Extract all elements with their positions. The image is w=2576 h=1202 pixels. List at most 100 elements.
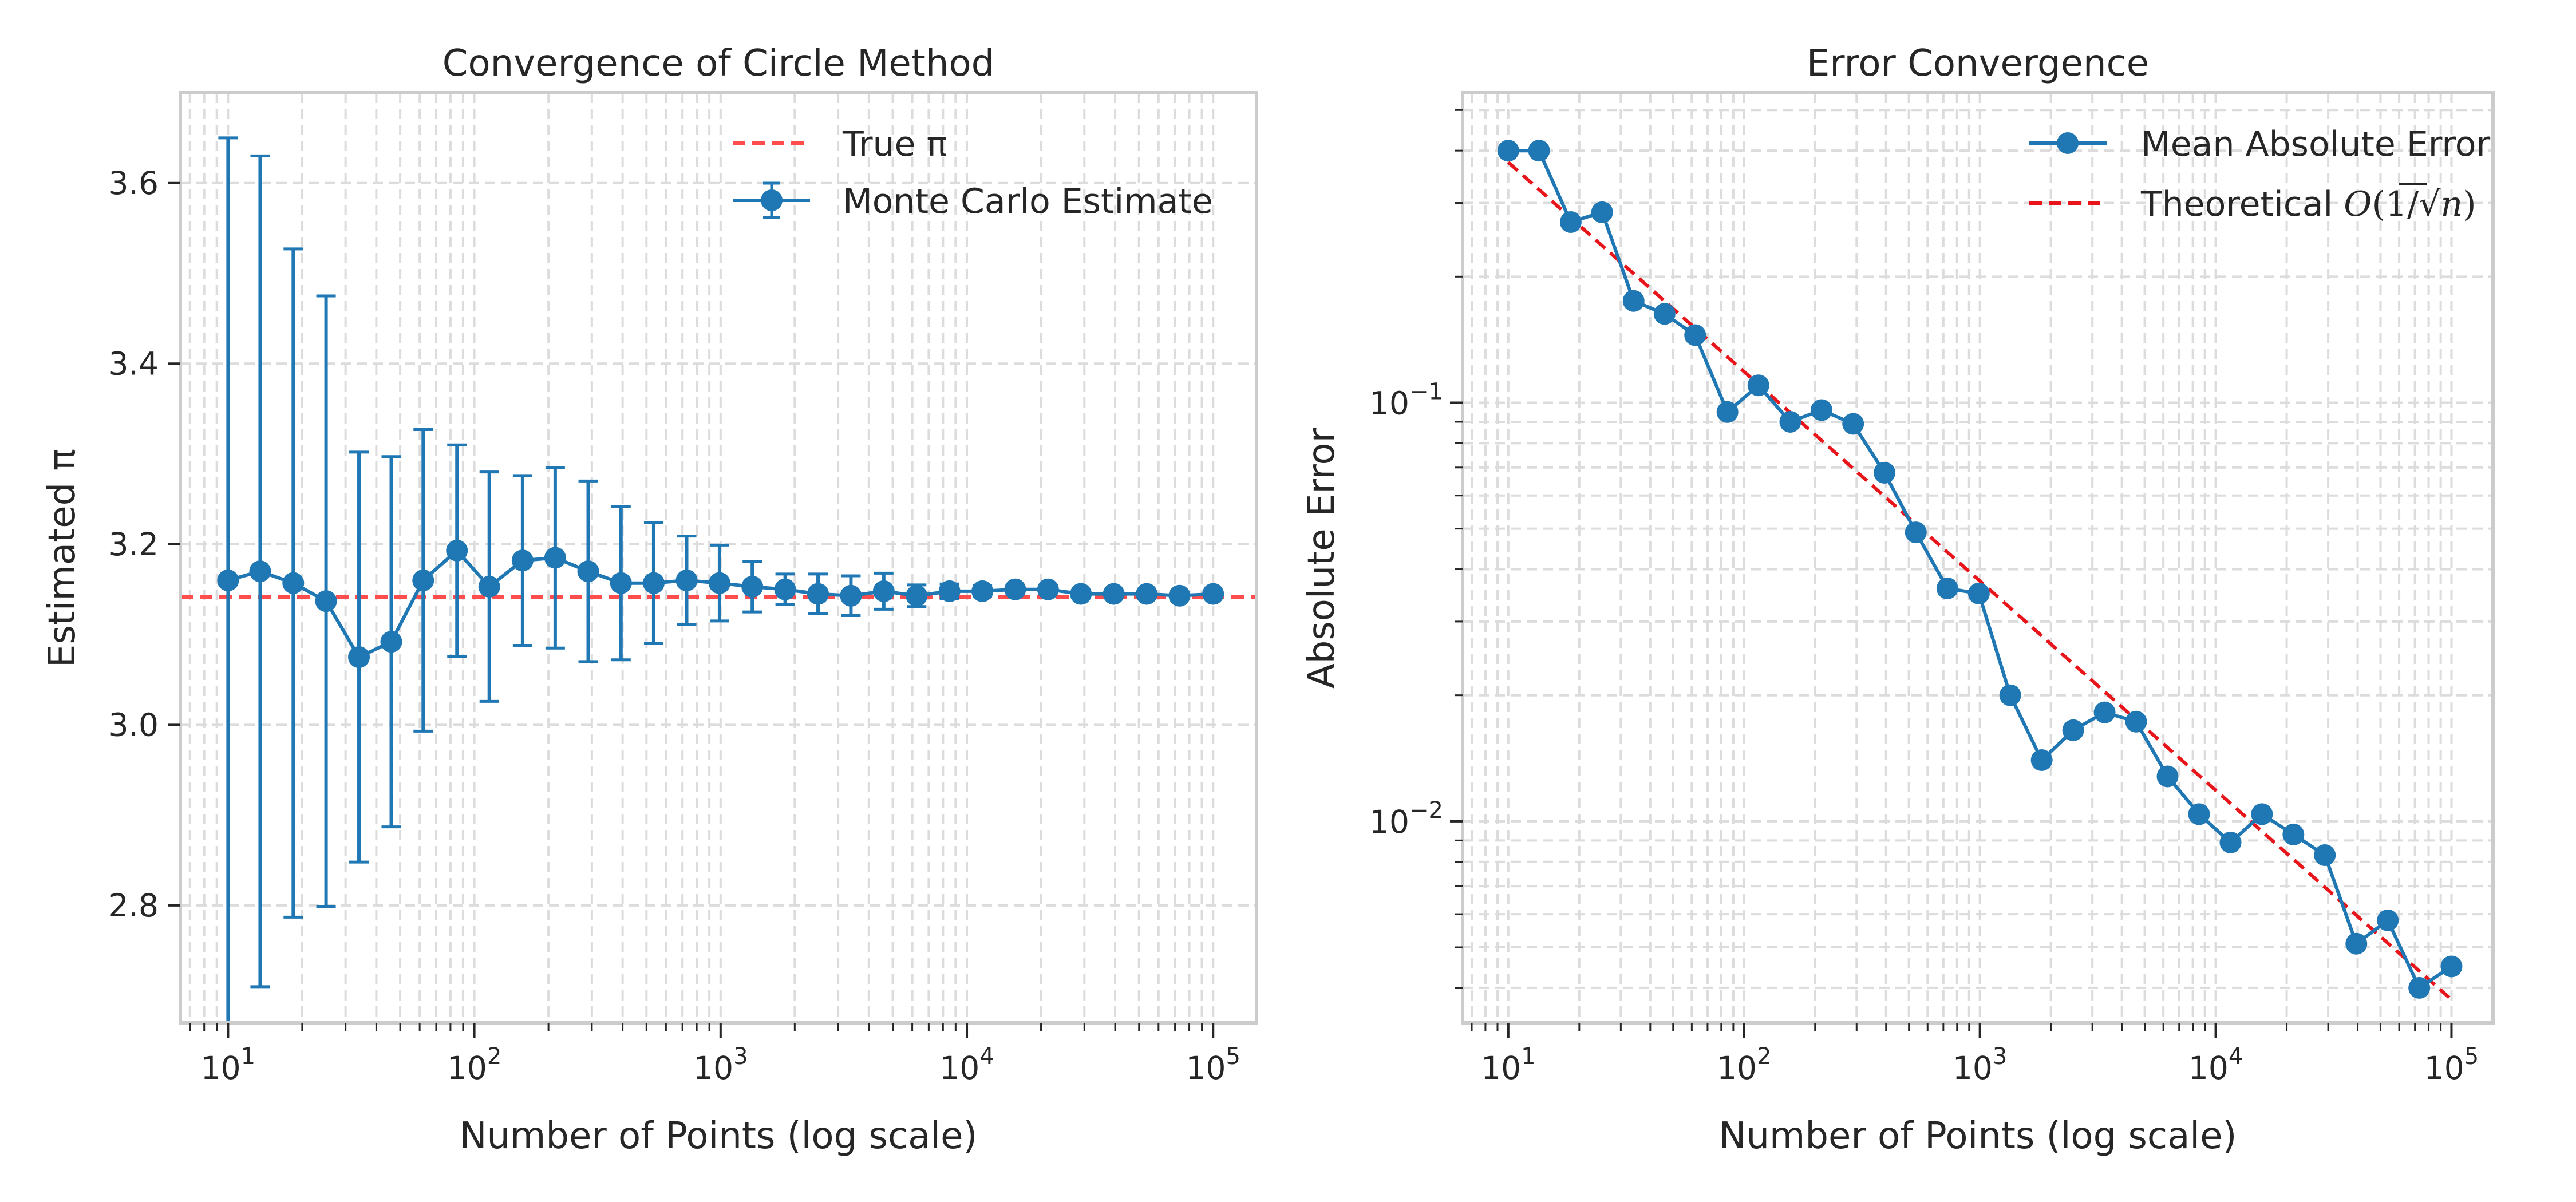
data-point	[1999, 684, 2021, 706]
data-point	[1967, 582, 1990, 604]
data-point	[380, 631, 402, 653]
data-point	[2282, 823, 2305, 845]
data-point	[1037, 578, 1059, 600]
legend-monte-carlo-label: Monte Carlo Estimate	[843, 181, 1213, 222]
data-point	[2030, 749, 2053, 771]
x-tick-label: 101	[1481, 1043, 1535, 1086]
y-tick-label: 2.8	[109, 887, 159, 924]
data-point	[642, 572, 665, 594]
theoretical-line	[1507, 161, 2453, 1001]
x-tick-label: 104	[2188, 1043, 2243, 1086]
data-point	[1716, 401, 1739, 423]
left-x-tick-labels: 101 102 103 104 105	[201, 1043, 1240, 1086]
left-axis-ticks	[168, 181, 1215, 1038]
data-point	[2219, 831, 2242, 853]
data-point	[1004, 578, 1026, 600]
data-point	[2093, 701, 2116, 723]
data-point	[1497, 140, 1519, 162]
data-point	[840, 584, 862, 607]
data-point	[971, 580, 994, 602]
legend-true-pi-label: True π	[842, 124, 947, 164]
left-chart-title: Convergence of Circle Method	[442, 42, 994, 85]
right-axis-ticks	[1450, 109, 2453, 1038]
legend-mae-label: Mean Absolute Error	[2141, 124, 2490, 164]
data-point	[1874, 461, 1896, 484]
data-point	[2408, 976, 2431, 999]
right-x-tick-labels: 101 102 103 104 105	[1481, 1043, 2479, 1086]
left-plot-frame	[179, 91, 1258, 1025]
data-point	[1747, 374, 1769, 397]
data-point	[2251, 803, 2273, 825]
y-tick-label: 10−2	[1369, 797, 1443, 840]
left-data-points	[217, 539, 1224, 669]
data-point	[1811, 399, 1833, 421]
data-point	[544, 547, 566, 569]
data-point	[741, 575, 764, 598]
data-point	[2156, 765, 2179, 788]
right-plot-frame	[1461, 91, 2495, 1025]
y-tick-label: 3.2	[109, 526, 159, 563]
x-tick-label: 102	[1717, 1043, 1771, 1086]
x-tick-label: 105	[1186, 1043, 1240, 1086]
data-point	[511, 549, 534, 572]
data-point	[1905, 521, 1927, 544]
right-data-points	[1497, 140, 2463, 999]
data-point	[1842, 413, 1864, 435]
x-tick-label: 105	[2424, 1043, 2479, 1086]
left-chart-panel: 101 102 103 104 105 2.8 3.0 3.2 3.4 3.6 Converge…	[41, 42, 1258, 1157]
data-point	[1528, 140, 1550, 162]
legend-monte-carlo-swatch	[733, 181, 810, 219]
right-y-tick-labels: 10−2 10−1	[1369, 378, 1443, 840]
data-point	[1936, 577, 1958, 599]
data-point	[446, 539, 468, 562]
data-point	[1779, 410, 1801, 433]
data-point	[2377, 909, 2399, 931]
data-point	[1622, 290, 1645, 312]
legend-theoretical-label: Theoretical O(1/√n)	[2140, 184, 2476, 224]
data-point	[2188, 803, 2210, 825]
data-point	[1202, 583, 1224, 605]
data-point	[1653, 303, 1676, 325]
right-chart-title: Error Convergence	[1807, 42, 2149, 85]
data-point	[1684, 324, 1706, 346]
data-point	[2125, 710, 2147, 733]
data-point	[708, 572, 730, 594]
data-point	[807, 583, 829, 605]
x-tick-label: 101	[201, 1043, 255, 1086]
data-point	[872, 580, 895, 602]
data-point	[2440, 955, 2463, 978]
data-point	[348, 646, 370, 669]
data-point	[1136, 583, 1158, 605]
legend-mae-swatch	[2029, 132, 2107, 154]
left-y-axis-label: Estimated π	[41, 449, 84, 667]
data-point	[1070, 583, 1092, 605]
data-point	[1168, 584, 1191, 607]
right-legend: Mean Absolute Error Theoretical O(1/√n)	[2029, 124, 2490, 224]
right-theoretical-line	[1507, 161, 2453, 1001]
data-point	[412, 569, 434, 591]
data-point	[282, 572, 305, 594]
x-tick-label: 103	[1953, 1043, 2007, 1086]
data-point	[315, 590, 337, 612]
data-point	[577, 560, 599, 583]
data-point	[774, 578, 796, 600]
right-x-axis-label: Number of Points (log scale)	[1719, 1115, 2237, 1157]
y-tick-label: 3.4	[109, 345, 159, 382]
x-tick-label: 103	[693, 1043, 748, 1086]
data-point	[2345, 932, 2368, 955]
data-point	[2314, 844, 2336, 867]
right-chart-panel: 101 102 103 104 105 10−2 10−1 Error Convergen…	[1301, 42, 2495, 1157]
y-tick-label: 3.6	[109, 165, 159, 201]
data-point	[249, 560, 271, 583]
right-plot-background	[1463, 93, 2493, 1023]
data-point	[675, 569, 698, 591]
y-tick-label: 3.0	[109, 706, 159, 743]
right-y-axis-label: Absolute Error	[1301, 427, 1343, 689]
data-point	[906, 584, 928, 607]
data-point	[938, 580, 961, 602]
left-y-tick-labels: 2.8 3.0 3.2 3.4 3.6	[109, 165, 159, 924]
data-point	[478, 575, 500, 598]
left-x-axis-label: Number of Points (log scale)	[460, 1115, 978, 1157]
y-tick-label: 10−1	[1369, 378, 1443, 421]
